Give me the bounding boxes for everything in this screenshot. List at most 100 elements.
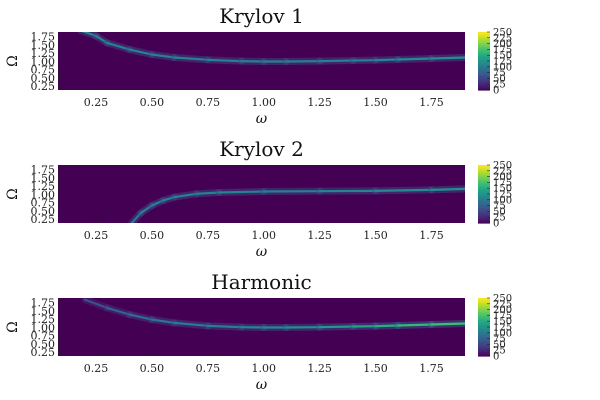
ridge-segment <box>318 59 355 63</box>
colorbar-swatch <box>478 37 490 40</box>
colorbar-tick-label: 175 <box>493 178 512 189</box>
colorbar-swatch <box>478 335 490 338</box>
y-tick-label: 0.25 <box>31 213 56 226</box>
colorbar-swatch <box>478 167 490 170</box>
ridge-segment <box>94 34 109 45</box>
y-tick-label: 1.75 <box>31 163 56 176</box>
colorbar-tick-label: 125 <box>493 57 512 68</box>
colorbar-swatch <box>478 176 490 179</box>
colorbar-swatch <box>478 82 490 85</box>
colorbar-swatch <box>478 32 490 35</box>
colorbar-swatch <box>478 52 490 55</box>
colorbar-swatch <box>478 45 490 48</box>
colorbar-swatch <box>478 199 490 202</box>
colorbar-tick-label: 100 <box>493 62 512 73</box>
colorbar-swatch <box>478 318 490 321</box>
colorbar-swatch <box>478 185 490 188</box>
colorbar-tick-label: 175 <box>493 45 512 56</box>
colorbar-swatch <box>478 173 490 176</box>
colorbar-tick-label: 100 <box>493 328 512 339</box>
x-tick-label: 0.25 <box>84 229 109 242</box>
y-axis-label: Ω <box>5 55 21 67</box>
ridge-segment <box>173 321 209 327</box>
colorbar-tick-label: 25 <box>493 213 506 224</box>
x-tick-label: 1.50 <box>363 229 388 242</box>
ridge-segment <box>128 313 154 321</box>
colorbar-swatch <box>478 40 490 43</box>
y-tick-label: 1.25 <box>31 180 56 193</box>
ridge-segment <box>83 298 109 310</box>
colorbar-swatch <box>478 221 490 224</box>
colorbar-swatch <box>478 63 490 66</box>
ridge-segment <box>430 187 465 191</box>
colorbar-swatch <box>478 201 490 204</box>
y-tick-label: 1.00 <box>31 55 56 68</box>
ridge-segment <box>206 58 243 63</box>
colorbar-swatch <box>478 175 490 178</box>
colorbar-swatch <box>478 220 490 223</box>
colorbar-swatch <box>478 311 490 314</box>
x-tick-label: 1.75 <box>419 362 444 375</box>
colorbar-swatch <box>478 338 490 341</box>
colorbar-tick-label: 225 <box>493 299 512 310</box>
chart-title: Krylov 2 <box>219 137 304 161</box>
colorbar-swatch <box>478 196 490 199</box>
colorbar-tick-label: 150 <box>493 317 512 328</box>
colorbar-swatch <box>478 309 490 312</box>
colorbar-swatch <box>478 53 490 56</box>
colorbar-swatch <box>478 179 490 182</box>
y-tick-label: 0.50 <box>31 338 56 351</box>
ridge-segment <box>106 41 131 51</box>
colorbar-swatch <box>478 329 490 332</box>
x-tick-label: 0.75 <box>196 229 221 242</box>
colorbar-swatch <box>478 308 490 311</box>
colorbar-swatch <box>478 306 490 309</box>
colorbar-tick-label: 150 <box>493 51 512 62</box>
x-tick-label: 1.75 <box>419 96 444 109</box>
colorbar-swatch <box>478 305 490 308</box>
ridge-segment <box>374 324 400 328</box>
colorbar-swatch <box>478 322 490 325</box>
ridge-segment <box>430 322 465 326</box>
colorbar-swatch <box>478 72 490 75</box>
x-tick-label: 1.00 <box>251 229 276 242</box>
colorbar-swatch <box>478 42 490 45</box>
x-tick-label: 0.25 <box>84 362 109 375</box>
ridge-segment <box>150 199 165 207</box>
x-tick-label: 0.50 <box>140 229 165 242</box>
colorbar-swatch <box>478 34 490 37</box>
colorbar-swatch <box>478 218 490 221</box>
colorbar-swatch <box>478 315 490 318</box>
colorbar-swatch <box>478 178 490 181</box>
colorbar-swatch <box>478 340 490 343</box>
y-tick-label: 0.25 <box>31 346 56 359</box>
colorbar-swatch <box>478 47 490 50</box>
colorbar-swatch <box>478 43 490 46</box>
colorbar-swatch <box>478 183 490 186</box>
colorbar-swatch <box>478 215 490 218</box>
resonance-ridge <box>77 32 465 65</box>
y-tick-label: 1.00 <box>31 321 56 334</box>
colorbar-swatch <box>478 189 490 192</box>
y-axis-label: Ω <box>5 321 21 333</box>
colorbar-tick-label: 125 <box>493 190 512 201</box>
ridge-segment <box>396 323 433 327</box>
colorbar-swatch <box>478 209 490 212</box>
colorbar-tick-label: 150 <box>493 184 512 195</box>
colorbar-swatch <box>478 198 490 201</box>
y-tick-label: 1.75 <box>31 30 56 43</box>
colorbar-tick-label: 250 <box>493 28 512 39</box>
colorbar-tick-label: 75 <box>493 334 506 345</box>
ridge-segment <box>318 325 355 329</box>
y-tick-label: 1.50 <box>31 39 56 52</box>
y-tick-label: 1.25 <box>31 313 56 326</box>
heatmap-area <box>58 165 465 223</box>
ridge-segment <box>374 188 433 192</box>
x-tick-label: 0.50 <box>140 362 165 375</box>
colorbar-swatch <box>478 334 490 337</box>
colorbar-tick-label: 25 <box>493 346 506 357</box>
colorbar-tick-label: 75 <box>493 68 506 79</box>
colorbar-swatch <box>478 166 490 169</box>
colorbar-swatch <box>478 62 490 65</box>
